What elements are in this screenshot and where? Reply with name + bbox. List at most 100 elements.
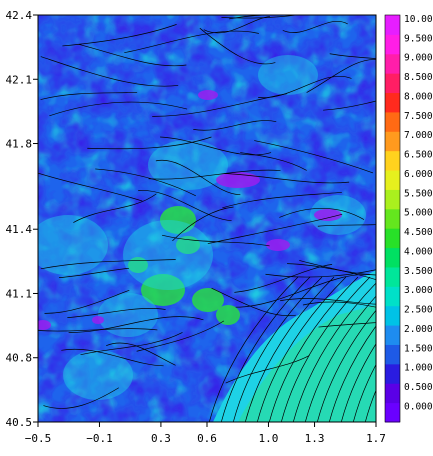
streamline xyxy=(172,206,234,242)
colorbar-label: 0.000 xyxy=(404,401,433,412)
colorbar-label: 6.000 xyxy=(404,169,433,180)
streamline xyxy=(61,348,164,367)
colorbar-label: 2.500 xyxy=(404,305,433,316)
streamline xyxy=(136,320,225,352)
colorbar-label: 3.000 xyxy=(404,285,433,296)
field-patch-peak xyxy=(314,209,342,221)
y-tick-label: 42.4 xyxy=(6,9,33,22)
x-tick-label: 1.0 xyxy=(259,432,279,445)
colorbar-label: 9.000 xyxy=(404,53,433,64)
colorbar-swatch xyxy=(385,402,400,423)
colorbar-swatch xyxy=(385,15,400,35)
field-patch-mid xyxy=(38,215,108,275)
data-field xyxy=(38,15,376,422)
colorbar-swatch xyxy=(385,286,400,307)
streamline xyxy=(209,276,299,422)
colorbar-swatch xyxy=(385,150,400,171)
field-patch-mid xyxy=(123,220,213,290)
colorbar-label: 9.500 xyxy=(404,33,433,44)
field-patch-high xyxy=(141,274,185,306)
colorbar-label: 4.000 xyxy=(404,246,433,257)
streamline xyxy=(199,27,276,65)
colorbar-label: 3.500 xyxy=(404,266,433,277)
colorbar-swatch xyxy=(385,73,400,94)
x-tick-label: 0.6 xyxy=(197,432,217,445)
streamline xyxy=(44,289,130,314)
streamline xyxy=(341,343,376,422)
colorbar-label: 6.500 xyxy=(404,150,433,161)
colorbar-swatch xyxy=(385,53,400,74)
streamline xyxy=(95,168,196,197)
streamline xyxy=(323,100,376,111)
streamline xyxy=(281,276,371,422)
streamline xyxy=(269,276,359,422)
colorbar-swatch xyxy=(385,325,400,345)
x-axis: −0.5 −0.1 0.3 0.6 1.0 1.3 1.7 xyxy=(25,422,386,445)
streamline xyxy=(73,193,157,223)
colorbar-frame xyxy=(384,14,401,423)
streamline xyxy=(80,332,183,356)
colorbar-label: 0.500 xyxy=(404,382,433,393)
x-tick-label: 1.3 xyxy=(305,432,325,445)
field-patch-peak xyxy=(92,316,104,324)
streamline xyxy=(280,298,376,305)
streamline xyxy=(67,308,166,318)
field-patch-peak xyxy=(266,239,290,251)
streamline xyxy=(40,56,179,87)
y-tick-label: 41.1 xyxy=(6,287,33,300)
field-region-southeast-core xyxy=(238,305,376,422)
streamline xyxy=(62,24,177,47)
colorbar-label: 4.500 xyxy=(404,227,433,238)
streamline xyxy=(329,325,376,422)
colorbar-swatch xyxy=(385,228,400,249)
field-patch-peak xyxy=(198,90,218,100)
field-patch-mid xyxy=(63,350,133,400)
streamline xyxy=(329,53,376,59)
streamline xyxy=(160,136,272,156)
streamline xyxy=(38,172,143,202)
field-patch-high xyxy=(128,257,148,273)
field-patch-peak xyxy=(38,320,51,330)
field-patch-mid xyxy=(148,140,228,190)
streamline xyxy=(78,43,187,67)
streamline xyxy=(87,136,212,150)
streamline xyxy=(233,276,323,422)
streamline xyxy=(152,93,287,117)
streamline xyxy=(207,214,343,244)
x-tick-label: 1.7 xyxy=(366,432,386,445)
streamline xyxy=(365,389,376,422)
streamline xyxy=(225,355,310,384)
streamline xyxy=(106,342,176,366)
colorbar-swatch xyxy=(385,189,400,210)
streamline xyxy=(293,282,376,422)
y-tick-label: 41.8 xyxy=(6,138,33,151)
colorbar-label: 5.000 xyxy=(404,208,433,219)
streamline xyxy=(221,276,311,422)
colorbar-swatch xyxy=(385,111,400,132)
streamline xyxy=(240,152,307,171)
colorbar-swatch xyxy=(385,383,400,404)
colorbar-swatch xyxy=(385,34,400,55)
colorbar: 0.000 0.500 1.000 1.500 2.000 2.500 3.000 3.500… xyxy=(384,14,433,423)
field-patch-peak xyxy=(216,172,260,188)
streamline xyxy=(302,301,376,308)
x-tick-label: −0.1 xyxy=(86,432,113,445)
streamline xyxy=(40,92,138,100)
streamline xyxy=(193,120,277,131)
streamline xyxy=(148,169,281,180)
colorbar-label: 2.000 xyxy=(404,324,433,335)
colorbar-swatch xyxy=(385,131,400,152)
colorbar-label: 1.500 xyxy=(404,343,433,354)
x-tick-label: −0.5 xyxy=(25,432,52,445)
streamline xyxy=(235,274,370,308)
colorbar-label: 7.000 xyxy=(404,130,433,141)
streamline xyxy=(306,59,376,93)
colorbar-label: 5.500 xyxy=(404,188,433,199)
field-patch-mid xyxy=(258,55,318,95)
streamline xyxy=(43,387,119,409)
streamline xyxy=(59,267,129,278)
y-tick-label: 40.8 xyxy=(6,352,33,365)
field-patch-high xyxy=(160,206,196,234)
y-tick-label: 41.4 xyxy=(6,223,33,236)
